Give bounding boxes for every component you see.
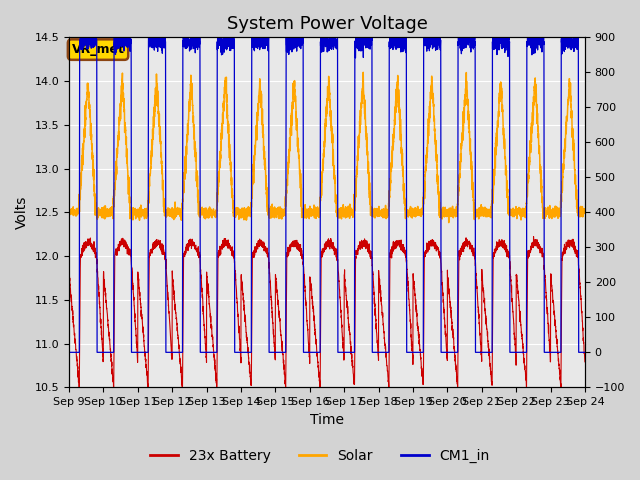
Text: VR_met: VR_met — [72, 43, 125, 56]
Legend: 23x Battery, Solar, CM1_in: 23x Battery, Solar, CM1_in — [145, 443, 495, 468]
Title: System Power Voltage: System Power Voltage — [227, 15, 428, 33]
X-axis label: Time: Time — [310, 413, 344, 427]
Y-axis label: Volts: Volts — [15, 196, 29, 229]
